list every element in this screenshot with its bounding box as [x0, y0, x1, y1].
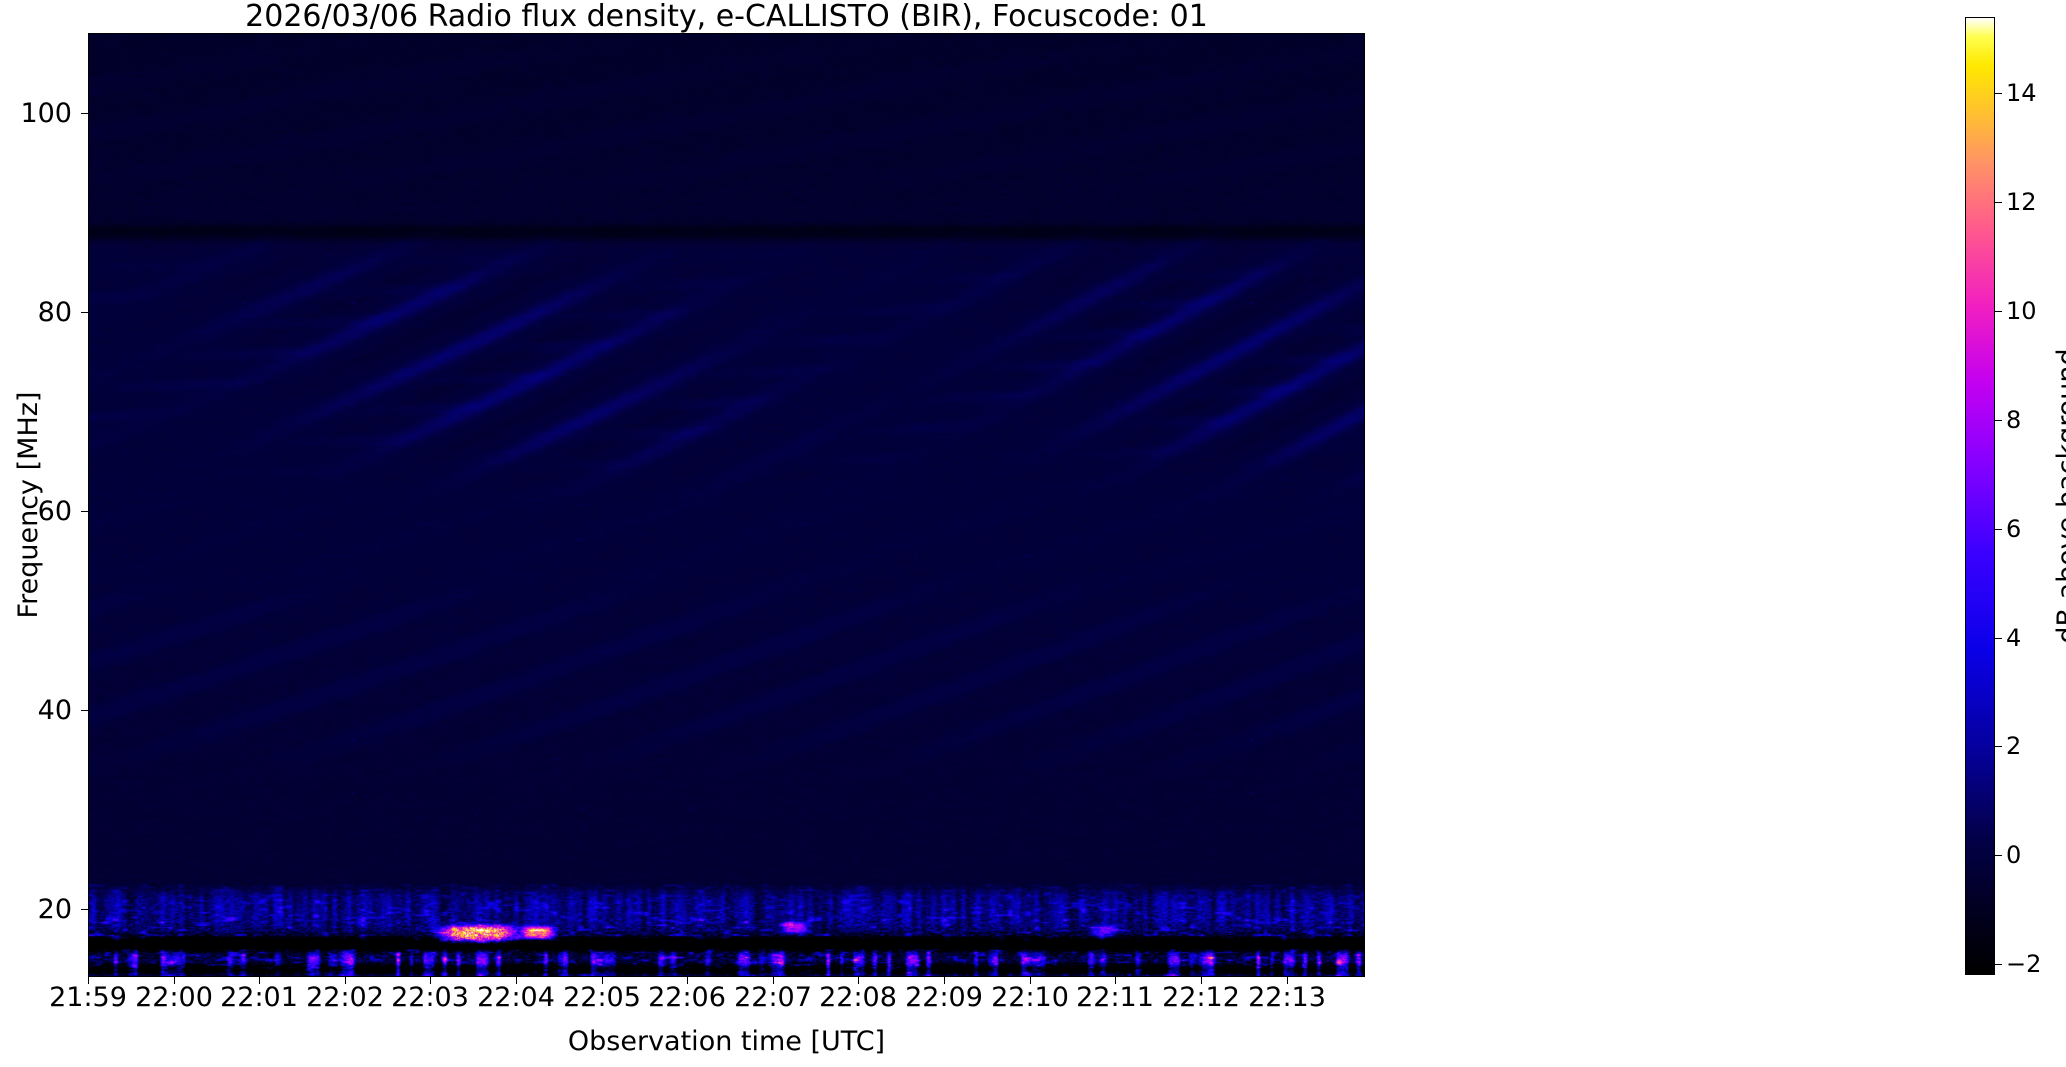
colorbar-tick-mark — [1995, 420, 2002, 421]
x-tick-mark — [430, 977, 431, 984]
y-tick-mark — [81, 312, 88, 313]
colorbar-tick-label: 4 — [2006, 624, 2022, 652]
x-tick-mark — [944, 977, 945, 984]
colorbar-tick-mark — [1995, 311, 2002, 312]
x-tick-mark — [1201, 977, 1202, 984]
x-tick-mark — [1030, 977, 1031, 984]
x-tick-label: 22:07 — [734, 982, 812, 1013]
colorbar-tick-mark — [1995, 93, 2002, 94]
colorbar-tick-label: 14 — [2006, 79, 2037, 107]
colorbar-gradient — [1966, 18, 1994, 974]
page-title: 2026/03/06 Radio flux density, e-CALLIST… — [245, 0, 1208, 34]
y-tick-label: 60 — [37, 496, 72, 527]
colorbar-tick-label: 12 — [2006, 188, 2037, 216]
colorbar-tick-label: 0 — [2006, 841, 2022, 869]
x-tick-label: 22:11 — [1076, 982, 1154, 1013]
x-tick-mark — [602, 977, 603, 984]
y-tick-mark — [81, 710, 88, 711]
colorbar-tick-mark — [1995, 746, 2002, 747]
x-tick-label: 21:59 — [49, 982, 127, 1013]
x-tick-label: 22:08 — [819, 982, 897, 1013]
x-tick-mark — [687, 977, 688, 984]
x-tick-label: 22:03 — [391, 982, 469, 1013]
x-tick-mark — [773, 977, 774, 984]
colorbar-tick-mark — [1995, 529, 2002, 530]
y-tick-mark — [81, 511, 88, 512]
x-tick-mark — [88, 977, 89, 984]
x-tick-label: 22:02 — [306, 982, 384, 1013]
colorbar-tick-label: 6 — [2006, 515, 2022, 543]
spectrogram-image — [89, 34, 1364, 976]
x-tick-label: 22:05 — [563, 982, 641, 1013]
x-tick-label: 22:04 — [477, 982, 555, 1013]
x-tick-mark — [516, 977, 517, 984]
colorbar-tick-label: 2 — [2006, 732, 2022, 760]
spectrogram-plot-area[interactable] — [88, 33, 1365, 977]
colorbar[interactable] — [1965, 17, 1995, 975]
y-tick-label: 80 — [37, 297, 72, 328]
y-tick-label: 20 — [37, 894, 72, 925]
y-tick-label: 40 — [37, 695, 72, 726]
x-tick-mark — [345, 977, 346, 984]
x-tick-label: 22:09 — [905, 982, 983, 1013]
x-tick-mark — [174, 977, 175, 984]
x-tick-mark — [259, 977, 260, 984]
x-tick-label: 22:13 — [1248, 982, 1326, 1013]
x-tick-label: 22:01 — [220, 982, 298, 1013]
colorbar-tick-mark — [1995, 202, 2002, 203]
x-tick-label: 22:10 — [991, 982, 1069, 1013]
y-tick-mark — [81, 909, 88, 910]
x-tick-label: 22:12 — [1162, 982, 1240, 1013]
colorbar-tick-mark — [1995, 855, 2002, 856]
colorbar-tick-label: 8 — [2006, 406, 2022, 434]
y-tick-label: 100 — [20, 98, 72, 129]
x-axis-label: Observation time [UTC] — [567, 1026, 886, 1057]
x-tick-mark — [1287, 977, 1288, 984]
x-tick-label: 22:00 — [135, 982, 213, 1013]
colorbar-tick-label: −2 — [2006, 950, 2042, 978]
x-tick-label: 22:06 — [648, 982, 726, 1013]
colorbar-tick-mark — [1995, 964, 2002, 965]
colorbar-label: dB above background — [2052, 348, 2066, 644]
y-tick-mark — [81, 113, 88, 114]
colorbar-tick-label: 10 — [2006, 297, 2037, 325]
x-tick-mark — [1115, 977, 1116, 984]
colorbar-tick-mark — [1995, 638, 2002, 639]
x-tick-mark — [858, 977, 859, 984]
